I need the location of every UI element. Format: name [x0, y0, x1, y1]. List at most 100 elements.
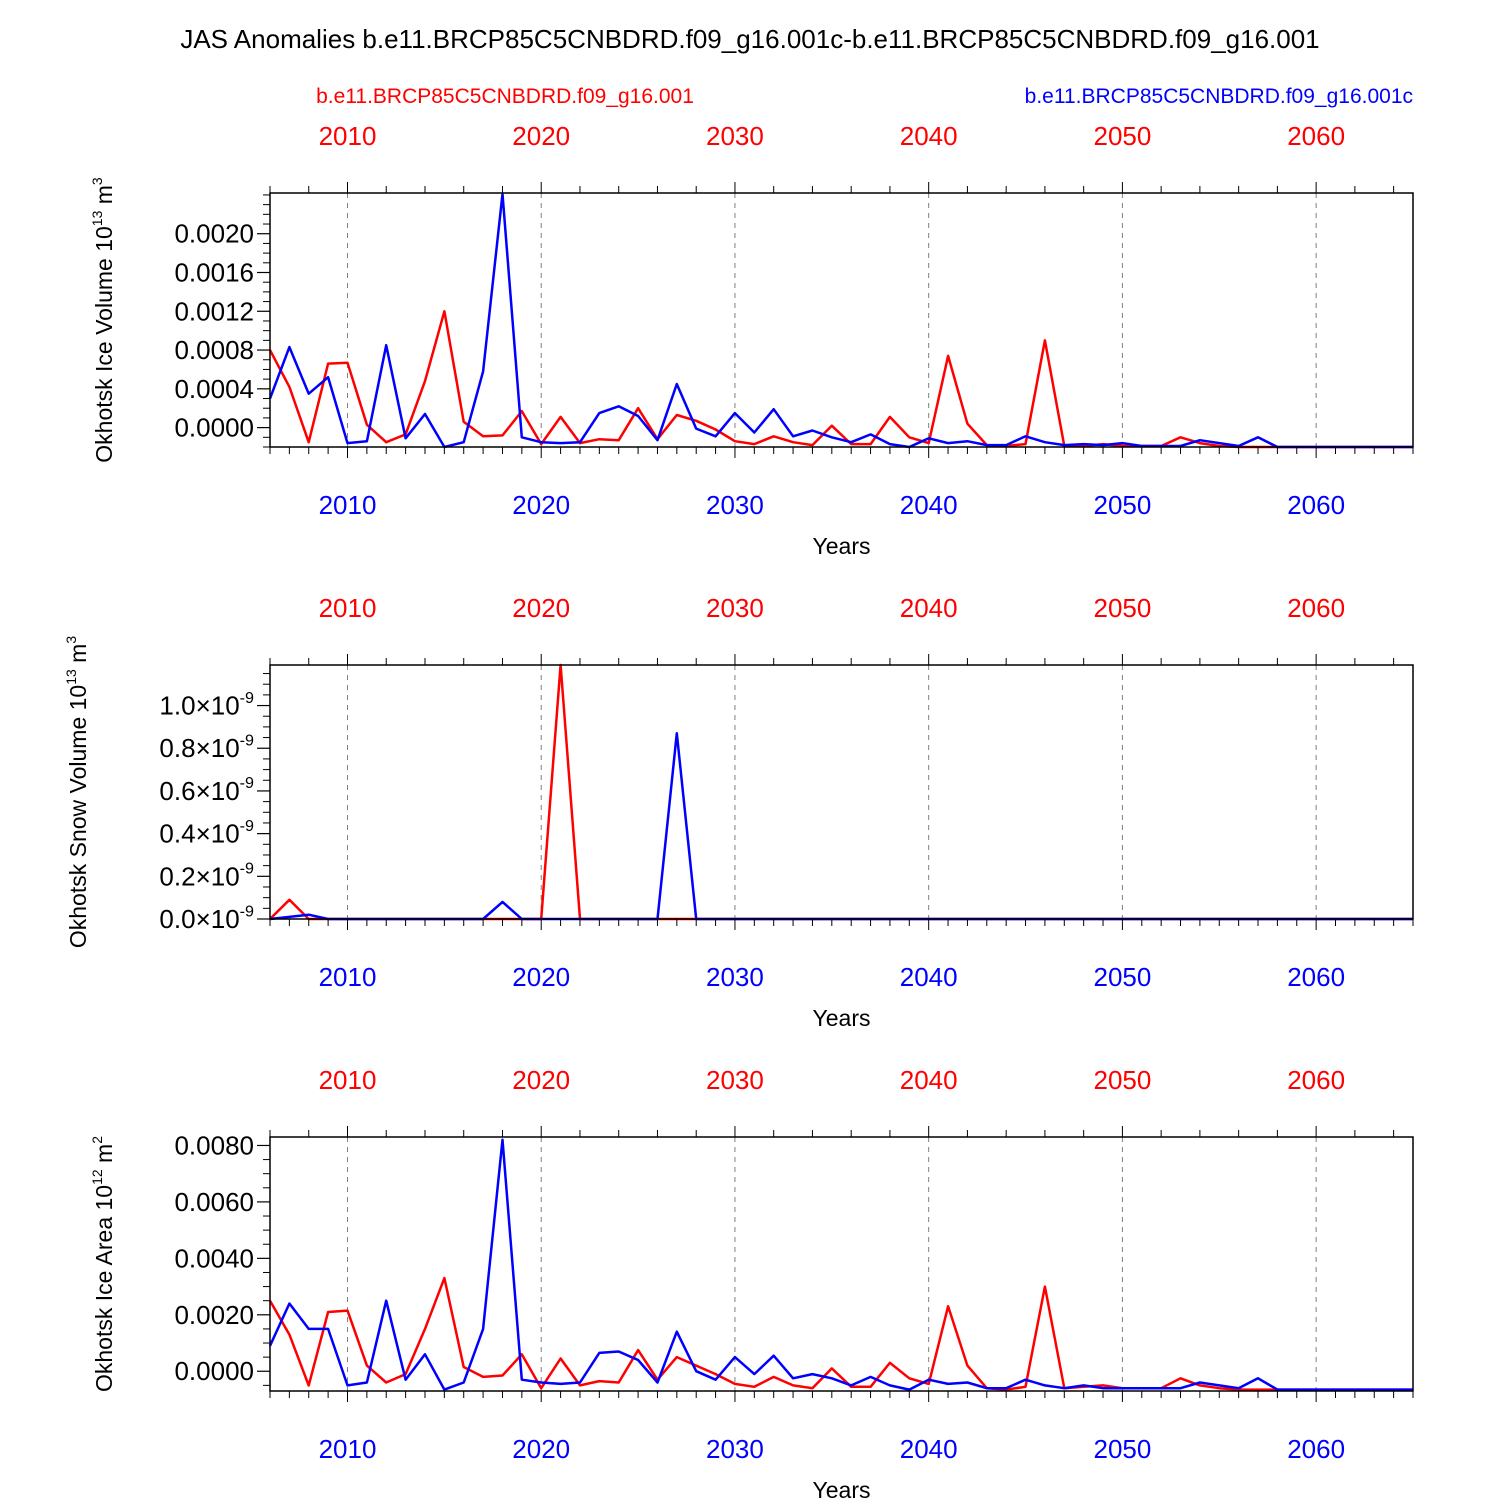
- x-tick-label-top: 2020: [512, 1065, 570, 1095]
- y-axis-label-unit-exp: 2: [89, 1136, 105, 1144]
- x-tick-label-top: 2060: [1287, 593, 1345, 623]
- y-tick-label-base: 0.0000: [174, 413, 254, 443]
- x-tick-label-bottom: 2020: [512, 490, 570, 520]
- x-tick-label-bottom: 2060: [1287, 490, 1345, 520]
- series-line-red: [268, 1276, 1413, 1391]
- y-axis-label-unit-exp: 3: [63, 636, 79, 644]
- y-tick-label-base: 0.0040: [174, 1243, 254, 1273]
- y-tick-label-exp: -9: [240, 732, 254, 750]
- x-tick-label-top: 2040: [900, 593, 958, 623]
- y-tick-label: 0.0020: [174, 1300, 254, 1330]
- x-tick-label-bottom: 2030: [706, 1434, 764, 1464]
- x-tick-label-bottom: 2010: [319, 490, 377, 520]
- x-tick-label-top: 2010: [319, 121, 377, 151]
- x-tick-label-top: 2010: [319, 1065, 377, 1095]
- y-tick-label: 0.0080: [174, 1130, 254, 1160]
- y-axis-label-text: Okhotsk Ice Volume 10: [91, 226, 117, 463]
- y-tick-label-base: 0.4×10: [159, 819, 239, 849]
- y-tick-label: 0.4×10-9: [159, 817, 254, 849]
- y-tick-label: 0.2×10-9: [159, 860, 254, 892]
- y-axis-label-exp: 13: [63, 669, 79, 685]
- x-tick-label-top: 2040: [900, 1065, 958, 1095]
- y-axis-label-unit: m: [91, 185, 117, 211]
- series-line-red: [268, 310, 1413, 449]
- x-axis-label: Years: [813, 1477, 871, 1500]
- x-tick-label-bottom: 2030: [706, 962, 764, 992]
- x-tick-label-bottom: 2030: [706, 490, 764, 520]
- y-tick-label-base: 0.8×10: [159, 733, 239, 763]
- y-axis-label-unit-exp: 3: [89, 177, 105, 185]
- y-tick-label: 0.0060: [174, 1187, 254, 1217]
- y-tick-label-base: 0.0020: [174, 219, 254, 249]
- x-tick-label-top: 2020: [512, 593, 570, 623]
- plot-frame: [269, 192, 1414, 448]
- y-tick-label-base: 0.0060: [174, 1187, 254, 1217]
- series-line-blue: [268, 192, 1413, 449]
- x-tick-label-bottom: 2060: [1287, 962, 1345, 992]
- y-tick-label: 0.0004: [174, 374, 254, 404]
- x-axis-label: Years: [813, 533, 871, 559]
- panel-1: 2010 2010 2020 2020 2030 2030 2040 2040 2050 2050…: [89, 121, 1414, 559]
- y-tick-label-exp: -9: [240, 689, 254, 707]
- legend-label-red: b.e11.BRCP85C5CNBDRD.f09_g16.001: [316, 85, 694, 108]
- y-tick-label-base: 1.0×10: [159, 691, 239, 721]
- y-tick-label: 0.0040: [174, 1243, 254, 1273]
- y-tick-label: 1.0×10-9: [159, 689, 254, 721]
- x-tick-label-bottom: 2010: [319, 962, 377, 992]
- y-axis-label-text: Okhotsk Ice Area 10: [91, 1185, 117, 1392]
- x-tick-label-bottom: 2050: [1093, 1434, 1151, 1464]
- x-tick-label-top: 2060: [1287, 1065, 1345, 1095]
- y-tick-label: 0.0016: [174, 257, 254, 287]
- y-axis-label-unit: m: [91, 1144, 117, 1170]
- y-tick-label-base: 0.0016: [174, 257, 254, 287]
- y-tick-label-exp: -9: [240, 774, 254, 792]
- figure-title: JAS Anomalies b.e11.BRCP85C5CNBDRD.f09_g…: [180, 24, 1319, 54]
- x-tick-label-top: 2060: [1287, 121, 1345, 151]
- y-tick-label: 0.8×10-9: [159, 732, 254, 764]
- x-tick-label-bottom: 2040: [900, 1434, 958, 1464]
- y-tick-label-base: 0.6×10: [159, 776, 239, 806]
- y-tick-label-base: 0.0012: [174, 296, 254, 326]
- y-axis-label-exp: 13: [89, 210, 105, 226]
- y-tick-label: 0.0012: [174, 296, 254, 326]
- y-tick-label-exp: -9: [240, 817, 254, 835]
- y-tick-label-exp: -9: [240, 902, 254, 920]
- y-tick-label: 0.0000: [174, 1356, 254, 1386]
- y-tick-label: 0.0000: [174, 413, 254, 443]
- y-tick-label-base: 0.0004: [174, 374, 254, 404]
- legend-label-blue: b.e11.BRCP85C5CNBDRD.f09_g16.001c: [1025, 85, 1413, 108]
- x-tick-label-top: 2030: [706, 121, 764, 151]
- x-tick-label-top: 2040: [900, 121, 958, 151]
- series-line-blue: [268, 1138, 1413, 1391]
- plot-frame: [269, 664, 1414, 920]
- y-axis-label: Okhotsk Ice Volume 1013 m3: [89, 177, 117, 463]
- x-tick-label-bottom: 2060: [1287, 1434, 1345, 1464]
- y-tick-label-base: 0.0×10: [159, 904, 239, 934]
- plot-frame: [269, 1136, 1414, 1392]
- y-tick-label: 0.6×10-9: [159, 774, 254, 806]
- y-tick-label-base: 0.0000: [174, 1356, 254, 1386]
- x-tick-label-top: 2050: [1093, 1065, 1151, 1095]
- y-axis-label: Okhotsk Snow Volume 1013 m3: [63, 636, 91, 949]
- y-axis-label-unit: m: [65, 644, 91, 670]
- x-tick-label-top: 2050: [1093, 593, 1151, 623]
- y-tick-label: 0.0008: [174, 335, 254, 365]
- y-tick-label: 0.0020: [174, 219, 254, 249]
- y-tick-label-base: 0.0020: [174, 1300, 254, 1330]
- y-tick-label-exp: -9: [240, 860, 254, 878]
- x-tick-label-bottom: 2040: [900, 490, 958, 520]
- x-tick-label-bottom: 2020: [512, 1434, 570, 1464]
- x-tick-label-top: 2050: [1093, 121, 1151, 151]
- x-tick-label-top: 2030: [706, 1065, 764, 1095]
- x-tick-label-bottom: 2050: [1093, 962, 1151, 992]
- y-tick-label-base: 0.0080: [174, 1130, 254, 1160]
- x-tick-label-bottom: 2010: [319, 1434, 377, 1464]
- x-tick-label-bottom: 2020: [512, 962, 570, 992]
- panel-3: 2010 2010 2020 2020 2030 2030 2040 2040 2050 2050…: [89, 1065, 1414, 1503]
- y-tick-label: 0.0×10-9: [159, 902, 254, 934]
- y-axis-label: Okhotsk Ice Area 1012 m2: [89, 1136, 117, 1392]
- x-tick-label-bottom: 2050: [1093, 490, 1151, 520]
- x-axis-label: Years: [813, 1005, 871, 1031]
